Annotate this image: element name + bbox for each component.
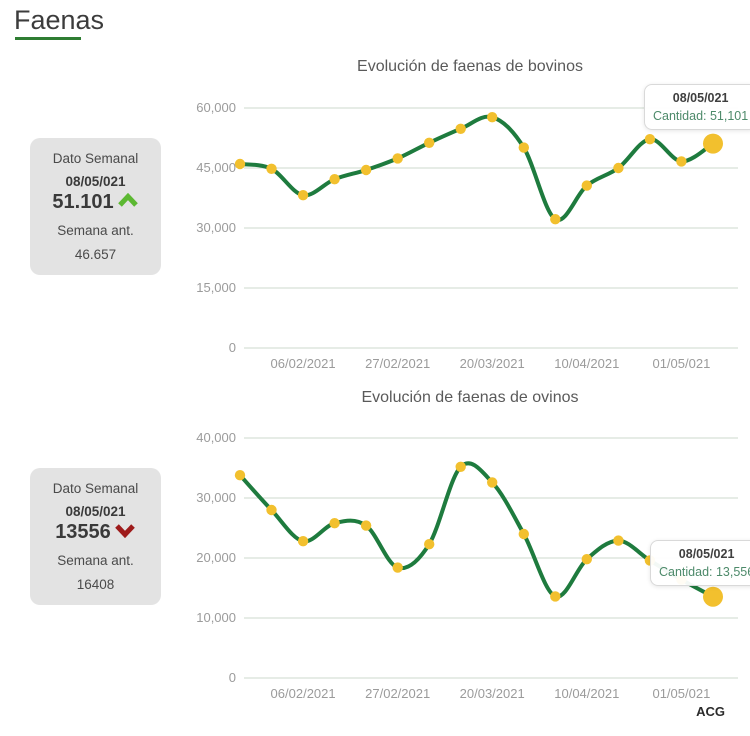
data-point-highlight[interactable] — [703, 133, 723, 154]
y-axis-label: 15,000 — [196, 280, 236, 295]
data-point[interactable] — [266, 504, 277, 516]
y-axis-label: 20,000 — [196, 550, 236, 565]
x-axis-label: 06/02/2021 — [270, 686, 336, 701]
chart-title-ovinos: Evolución de faenas de ovinos — [361, 389, 579, 406]
bovinos-plot-area — [234, 107, 738, 349]
card-prev-label: Semana ant. — [57, 223, 134, 238]
y-axis-label: 30,000 — [196, 490, 236, 505]
x-axis-label: 01/05/021 — [652, 686, 711, 701]
data-point[interactable] — [518, 142, 529, 153]
data-point[interactable] — [234, 158, 246, 170]
trend-up-icon — [117, 191, 139, 214]
y-axis-label: 60,000 — [196, 100, 236, 115]
tooltip-value: Cantidad: 51,101 — [653, 109, 749, 123]
data-point[interactable] — [550, 214, 561, 225]
data-point[interactable] — [550, 591, 561, 602]
series-line — [238, 461, 715, 599]
data-point[interactable] — [487, 112, 498, 123]
page-title: Faenas — [14, 5, 105, 35]
x-axis-label: 01/05/021 — [652, 356, 711, 371]
data-point[interactable] — [487, 477, 498, 488]
data-point[interactable] — [581, 180, 592, 191]
data-point[interactable] — [644, 134, 656, 145]
weekly-card-ovinos: Dato Semanal 08/05/021 13556 Semana ant.… — [30, 468, 161, 605]
data-point[interactable] — [613, 535, 624, 546]
y-axis-label: 0 — [228, 670, 236, 685]
data-point[interactable] — [329, 518, 340, 529]
y-axis-label: 45,000 — [196, 160, 236, 175]
card-label: Dato Semanal — [52, 151, 139, 166]
y-axis-label: 40,000 — [196, 430, 236, 445]
data-point[interactable] — [455, 123, 466, 134]
series-line — [238, 114, 715, 222]
x-axis-label: 20/03/2021 — [459, 356, 525, 371]
data-point[interactable] — [234, 470, 246, 481]
data-point[interactable] — [392, 562, 403, 573]
y-axis-label: 0 — [228, 340, 236, 355]
tooltip-date: 08/05/021 — [678, 547, 735, 561]
data-point[interactable] — [424, 137, 435, 148]
tooltip-bovinos: 08/05/021 Cantidad: 51,101 — [644, 84, 750, 130]
card-prev-label: Semana ant. — [57, 553, 134, 568]
weekly-card-bovinos: Dato Semanal 08/05/021 51.101 Semana ant… — [30, 138, 161, 275]
data-point[interactable] — [392, 153, 403, 164]
y-axis-label: 10,000 — [196, 610, 236, 625]
data-point[interactable] — [329, 174, 340, 185]
x-axis-label: 20/03/2021 — [459, 686, 525, 701]
data-point[interactable] — [613, 162, 624, 174]
title-underline — [15, 37, 81, 40]
data-point[interactable] — [518, 528, 529, 540]
chart-bovinos: 0 15,000 30,000 45,000 60,000 06/02/2021 27/02… — [190, 92, 750, 376]
trend-down-icon — [114, 521, 136, 544]
footer-text: ACG — [696, 704, 725, 719]
x-axis-label: 10/04/2021 — [554, 356, 620, 371]
x-axis-label: 27/02/2021 — [365, 686, 431, 701]
data-point[interactable] — [297, 536, 309, 547]
data-point[interactable] — [455, 461, 466, 472]
card-prev-value: 16408 — [76, 577, 115, 592]
ovinos-plot-area — [234, 437, 738, 679]
data-point[interactable] — [581, 554, 592, 565]
chart-ovinos: 0 10,000 20,000 30,000 40,000 06/02/2021 27/02… — [190, 422, 750, 706]
x-axis-label: 27/02/2021 — [365, 356, 431, 371]
data-point[interactable] — [676, 156, 687, 167]
y-axis-label: 30,000 — [196, 220, 236, 235]
card-value: 13556 — [55, 521, 111, 543]
x-axis-label: 06/02/2021 — [270, 356, 336, 371]
card-date: 08/05/021 — [65, 504, 126, 519]
tooltip-ovinos: 08/05/021 Cantidad: 13,556 — [650, 540, 750, 586]
card-date: 08/05/021 — [65, 174, 126, 189]
data-point-highlight[interactable] — [703, 586, 723, 607]
data-point[interactable] — [297, 190, 309, 201]
data-point[interactable] — [266, 163, 277, 174]
card-label: Dato Semanal — [52, 481, 139, 496]
data-point[interactable] — [424, 539, 435, 550]
x-axis-label: 10/04/2021 — [554, 686, 620, 701]
card-value: 51.101 — [52, 191, 114, 213]
card-prev-value: 46.657 — [74, 247, 117, 262]
tooltip-date: 08/05/021 — [672, 91, 729, 105]
data-point[interactable] — [360, 520, 372, 531]
data-point[interactable] — [360, 164, 372, 176]
tooltip-value: Cantidad: 13,556 — [659, 565, 750, 579]
chart-title-bovinos: Evolución de faenas de bovinos — [357, 58, 583, 75]
